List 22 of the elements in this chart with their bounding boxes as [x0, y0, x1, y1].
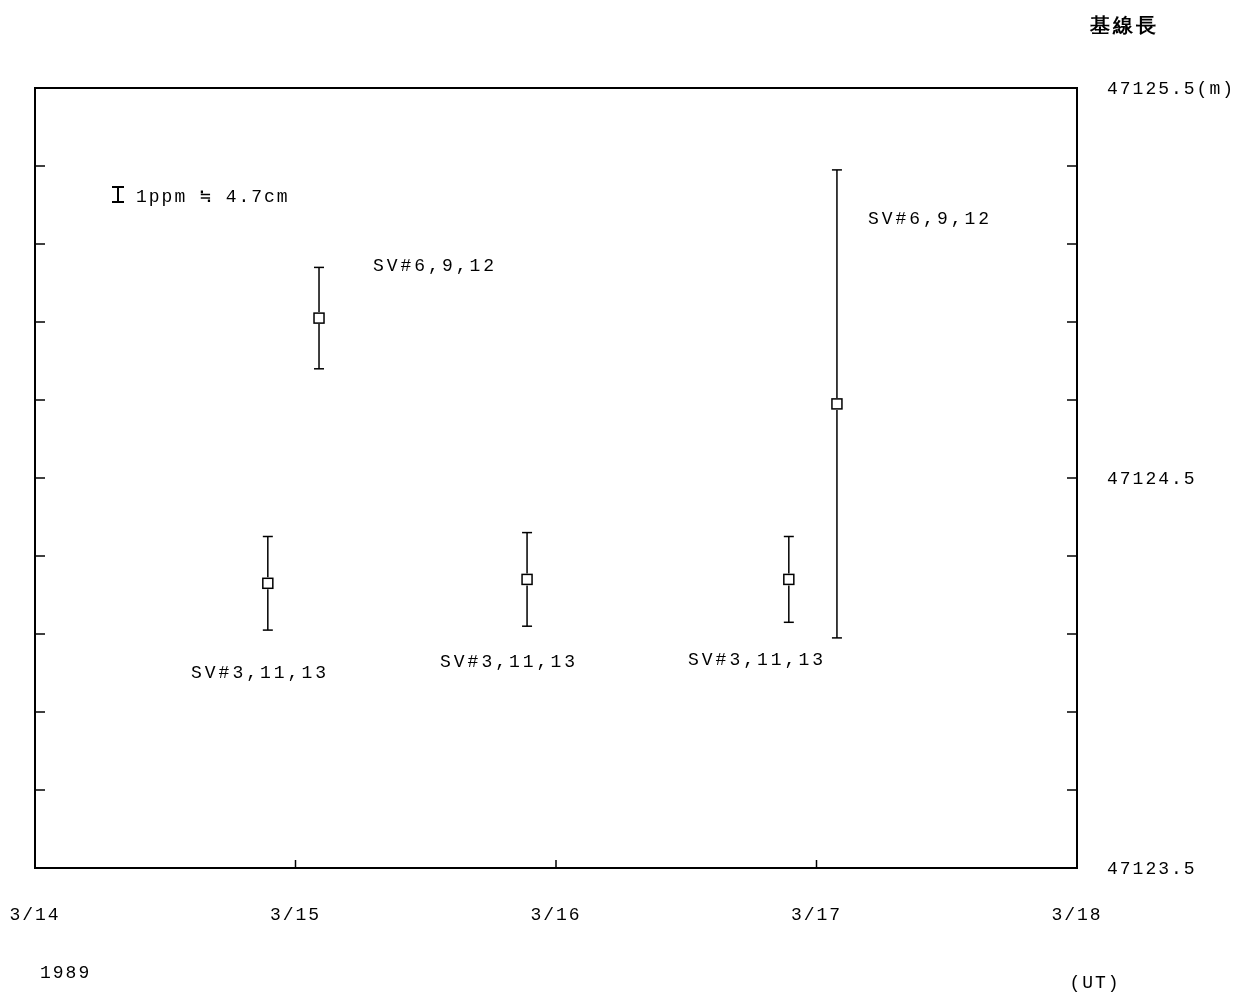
annotation: SV#3,11,13 — [190, 663, 330, 683]
annotation: SV#3,11,13 — [439, 652, 579, 672]
annotation: SV#6,9,12 — [867, 209, 993, 229]
y-tick-label: 47123.5 — [1107, 859, 1197, 879]
text: 1989 — [40, 963, 92, 983]
y-tick-label: 47124.5 — [1107, 469, 1197, 489]
x-tick-label: 3/15 — [269, 905, 322, 925]
annotation: SV#6,9,12 — [372, 256, 498, 276]
x-tick-label: 3/17 — [790, 905, 843, 925]
x-tick-label: 3/16 — [530, 905, 582, 925]
annotation: 1ppm ≒ 4.7cm — [136, 187, 290, 207]
annotation: SV#3,11,13 — [687, 650, 827, 670]
x-tick-label: 3/14 — [9, 905, 61, 925]
point — [262, 577, 274, 590]
point — [313, 312, 325, 324]
x-axis-title: (UT) — [1069, 973, 1121, 993]
point — [521, 573, 533, 586]
point — [783, 573, 795, 586]
y-axis-title: 基線長 — [1089, 15, 1159, 38]
y-tick-label: 47125.5(m) — [1107, 79, 1236, 99]
point — [831, 398, 843, 410]
x-tick-label: 3/18 — [1051, 905, 1103, 925]
